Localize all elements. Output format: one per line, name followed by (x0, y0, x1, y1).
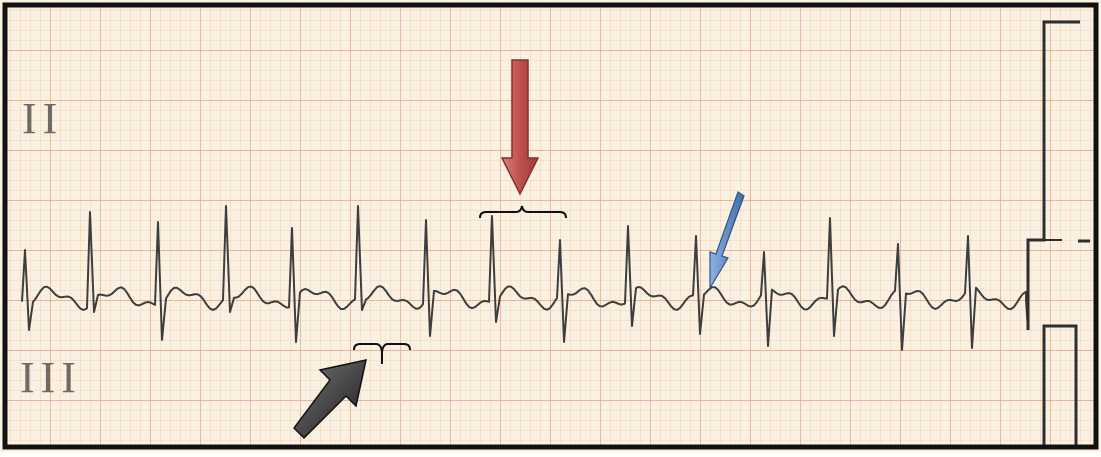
figure-border (2, 2, 1099, 450)
lead-label-upper: II (22, 94, 63, 143)
lower-interval-bracket (353, 343, 411, 364)
ecg-trace (21, 205, 1029, 351)
blue-diagonal-arrow-icon (709, 191, 745, 291)
lead-label-lower: III (20, 353, 82, 402)
black-diagonal-arrow-icon (293, 359, 367, 440)
calibration-pulse-lower (1042, 324, 1078, 446)
upper-interval-bracket (479, 205, 567, 219)
ecg-grid (6, 6, 1095, 446)
red-down-arrow-icon (500, 59, 540, 196)
